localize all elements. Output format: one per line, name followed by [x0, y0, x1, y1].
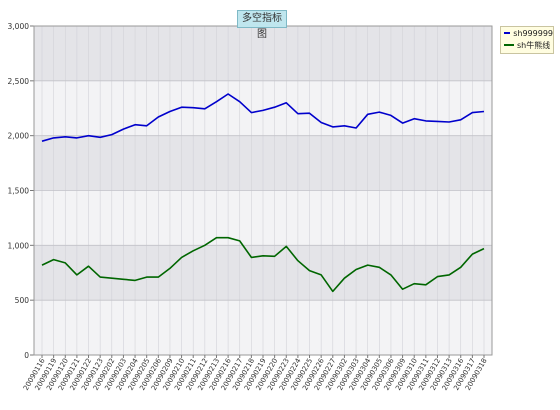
legend-item-2: sh牛熊线 — [501, 39, 553, 51]
legend-label-2: sh牛熊线 — [517, 40, 551, 50]
legend: sh999999 sh牛熊线 — [500, 26, 554, 54]
y-tick-label: 1,500 — [8, 187, 30, 196]
legend-swatch-1 — [504, 32, 511, 34]
y-tick-label: 2,000 — [8, 132, 30, 141]
y-tick-label: 1,000 — [8, 241, 30, 250]
legend-item-1: sh999999 — [501, 27, 553, 39]
chart-title: 多空指标图 — [237, 10, 287, 40]
y-tick-label: 500 — [15, 296, 30, 305]
series-line-2 — [41, 236, 485, 293]
legend-label-1: sh999999 — [513, 28, 553, 38]
y-tick-label: 2,500 — [8, 77, 30, 86]
y-tick-label: 0 — [24, 351, 29, 360]
legend-swatch-2 — [504, 44, 514, 46]
y-tick-label: 3,000 — [8, 22, 30, 31]
series-line-1 — [41, 93, 485, 142]
